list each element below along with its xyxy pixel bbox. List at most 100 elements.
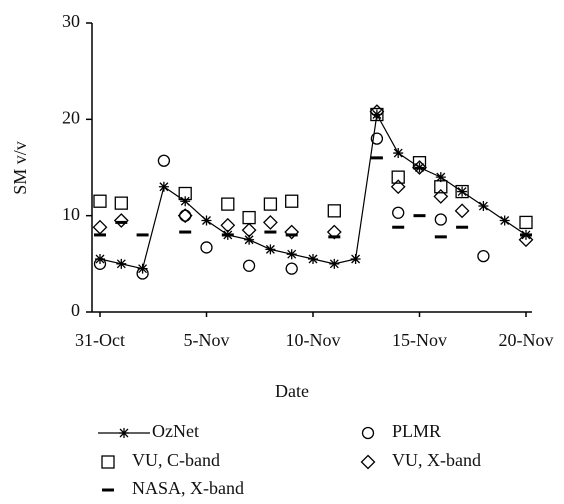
marker-shape	[412, 156, 427, 170]
data-point	[262, 214, 278, 230]
marker-shape	[285, 194, 299, 208]
data-point	[327, 204, 341, 218]
legend-label: PLMR	[392, 421, 441, 441]
data-point	[95, 254, 105, 265]
data-point	[180, 196, 191, 207]
data-point	[241, 222, 257, 238]
y-tick-label: 0	[71, 300, 80, 320]
data-point	[265, 244, 276, 255]
marker-shape	[327, 204, 341, 218]
data-point	[201, 215, 212, 226]
data-point	[221, 197, 235, 211]
marker-shape	[265, 244, 276, 255]
marker-shape	[370, 107, 384, 122]
data-point	[285, 262, 298, 275]
marker-shape	[329, 258, 340, 269]
data-point	[93, 194, 107, 208]
marker-shape	[499, 215, 510, 226]
marker-shape	[371, 109, 382, 120]
marker-shape	[179, 230, 192, 234]
data-point	[519, 215, 533, 230]
data-point	[114, 196, 128, 210]
legend-marker	[119, 428, 129, 438]
marker-shape	[263, 197, 278, 211]
data-point	[179, 209, 192, 222]
data-point	[286, 249, 297, 260]
marker-shape	[520, 233, 532, 237]
marker-shape	[113, 213, 129, 228]
marker-shape	[93, 257, 107, 270]
data-point	[177, 208, 193, 224]
marker-shape	[326, 224, 342, 240]
data-point	[392, 225, 405, 229]
marker-shape	[220, 217, 236, 233]
marker-shape	[412, 160, 427, 175]
marker-shape	[360, 454, 376, 470]
marker-shape	[361, 426, 375, 440]
marker-shape	[179, 209, 192, 222]
marker-shape	[136, 267, 149, 280]
x-tick-label: 15-Nov	[392, 330, 447, 350]
marker-shape	[95, 254, 105, 265]
data-point	[308, 254, 318, 265]
data-point	[284, 224, 300, 240]
data-point	[158, 181, 169, 192]
data-point	[414, 162, 425, 173]
legend-label: VU, X-band	[392, 450, 481, 470]
data-point	[454, 203, 470, 219]
legend-label: NASA, X-band	[132, 478, 244, 498]
data-point	[477, 249, 490, 263]
marker-shape	[244, 234, 255, 245]
data-point	[370, 107, 384, 122]
data-point	[391, 170, 405, 184]
marker-shape	[180, 196, 191, 207]
marker-shape	[137, 263, 148, 274]
data-point	[329, 258, 340, 269]
marker-shape	[328, 235, 341, 239]
x-axis-label: Date	[275, 381, 309, 401]
data-point	[244, 234, 255, 245]
marker-shape	[392, 225, 405, 229]
data-point	[457, 186, 468, 197]
data-point	[136, 233, 149, 237]
marker-shape	[435, 172, 446, 183]
marker-shape	[433, 188, 449, 204]
marker-shape	[434, 180, 448, 194]
marker-shape	[477, 249, 490, 263]
marker-shape	[434, 213, 447, 226]
marker-shape	[241, 222, 257, 238]
legend-label: OzNet	[152, 421, 199, 441]
legend-marker	[102, 488, 114, 492]
data-point	[137, 263, 148, 274]
marker-shape	[115, 220, 128, 224]
data-point	[455, 184, 469, 199]
data-point	[413, 214, 426, 218]
marker-shape	[456, 225, 469, 229]
marker-shape	[393, 148, 404, 159]
x-tick-label: 10-Nov	[286, 330, 341, 350]
data-point	[264, 230, 277, 234]
legend-marker	[101, 455, 115, 469]
marker-shape	[177, 208, 193, 224]
marker-shape	[119, 428, 129, 438]
marker-shape	[101, 455, 115, 469]
data-point	[478, 201, 489, 212]
marker-shape	[285, 233, 298, 237]
data-point	[113, 213, 129, 228]
marker-shape	[94, 233, 106, 237]
marker-shape	[391, 170, 405, 184]
marker-shape	[264, 230, 277, 234]
marker-shape	[284, 224, 300, 240]
x-tick-label: 31-Oct	[75, 330, 125, 350]
data-point	[350, 254, 361, 265]
legend-marker	[360, 454, 376, 470]
marker-shape	[92, 219, 108, 235]
data-point	[499, 215, 510, 226]
y-tick-label: 10	[62, 204, 80, 224]
marker-shape	[201, 215, 212, 226]
marker-shape	[414, 162, 425, 173]
marker-shape	[286, 249, 297, 260]
data-point	[392, 206, 405, 219]
marker-shape	[518, 232, 534, 248]
